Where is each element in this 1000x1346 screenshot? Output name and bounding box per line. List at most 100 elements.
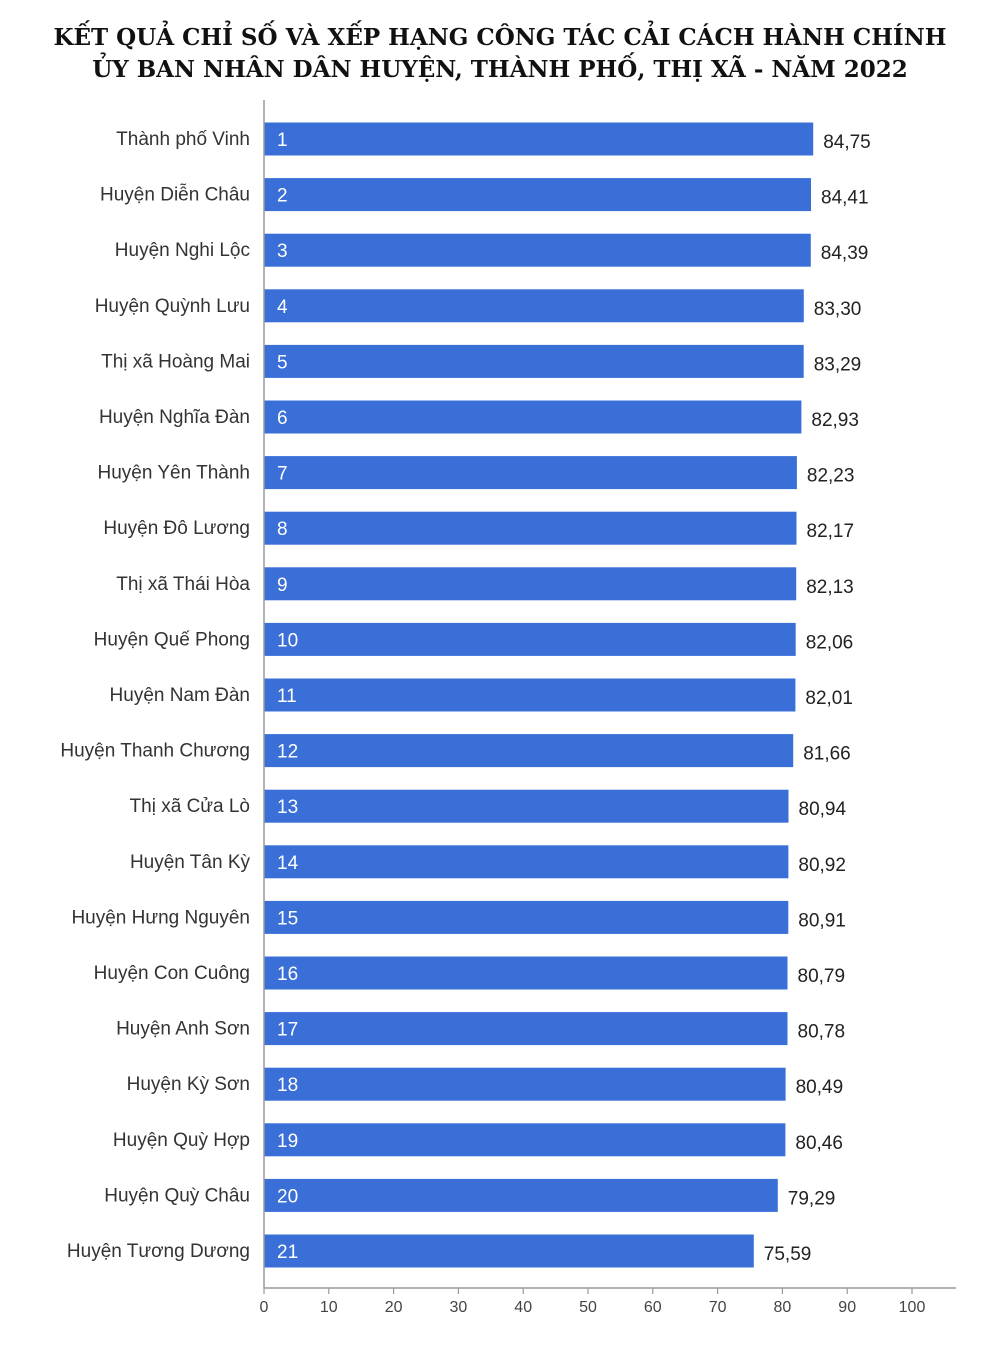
- rank-label: 3: [277, 241, 288, 262]
- chart-title-line-2: ỦY BAN NHÂN DÂN HUYỆN, THÀNH PHỐ, THỊ XÃ…: [92, 56, 908, 83]
- value-label: 80,46: [795, 1133, 843, 1154]
- bar: [264, 400, 802, 434]
- category-label: Huyện Diễn Châu: [100, 184, 250, 206]
- bar: [264, 1123, 786, 1157]
- rank-label: 7: [277, 464, 288, 485]
- bar: [264, 678, 796, 712]
- value-label: 82,06: [806, 632, 854, 653]
- category-label: Huyện Quỳ Hợp: [113, 1130, 250, 1151]
- bar: [264, 622, 796, 656]
- category-label: Huyện Tân Kỳ: [130, 852, 251, 873]
- rank-label: 16: [277, 964, 298, 985]
- value-label: 82,23: [807, 466, 855, 487]
- value-label: 81,66: [803, 744, 851, 765]
- category-label: Huyện Nghi Lộc: [115, 240, 250, 261]
- category-label: Huyện Nam Đàn: [110, 685, 250, 706]
- x-tick-label: 70: [709, 1299, 727, 1316]
- category-label: Thị xã Hoàng Mai: [101, 351, 250, 372]
- x-tick-label: 90: [838, 1299, 856, 1316]
- rank-label: 5: [277, 352, 288, 373]
- bar: [264, 956, 788, 990]
- category-label: Huyện Tương Dương: [67, 1241, 250, 1262]
- value-label: 80,92: [798, 855, 846, 876]
- bar: [264, 1178, 778, 1212]
- bar: [264, 734, 794, 768]
- rank-label: 20: [277, 1186, 298, 1207]
- category-label: Huyện Quế Phong: [94, 629, 250, 650]
- category-label: Huyện Đô Lương: [103, 518, 250, 539]
- bar: [264, 789, 789, 823]
- value-label: 79,29: [788, 1188, 836, 1209]
- axis-layer: 0 10 20 30 40 50 60 70 80 90 100: [260, 100, 956, 1316]
- chart-title-line-1: KẾT QUẢ CHỈ SỐ VÀ XẾP HẠNG CÔNG TÁC CẢI …: [53, 24, 947, 51]
- value-label: 80,49: [796, 1077, 844, 1098]
- category-label: Huyện Kỳ Sơn: [127, 1074, 250, 1095]
- value-label: 84,39: [821, 243, 869, 264]
- value-label: 80,79: [798, 966, 846, 987]
- category-label: Huyện Thanh Chương: [60, 741, 250, 762]
- rank-label: 8: [277, 519, 288, 540]
- value-label: 82,01: [805, 688, 853, 709]
- bar: [264, 289, 804, 323]
- category-label: Huyện Hưng Nguyên: [71, 907, 250, 928]
- bar: [264, 845, 789, 879]
- value-label: 84,41: [821, 188, 869, 209]
- value-label: 80,78: [798, 1022, 846, 1043]
- value-label: 83,30: [814, 299, 862, 320]
- rank-label: 4: [277, 297, 288, 318]
- x-tick-label: 80: [774, 1299, 792, 1316]
- category-label: Huyện Quỳ Châu: [104, 1185, 250, 1206]
- rank-label: 11: [277, 686, 297, 707]
- x-tick-label: 50: [579, 1299, 597, 1316]
- category-label: Huyện Yên Thành: [98, 463, 250, 484]
- category-label: Huyện Anh Sơn: [116, 1019, 250, 1040]
- rank-label: 19: [277, 1131, 298, 1152]
- category-label: Huyện Quỳnh Lưu: [95, 296, 250, 317]
- bar: [264, 511, 797, 545]
- x-tick-label: 0: [260, 1299, 269, 1316]
- value-label: 80,94: [799, 799, 847, 820]
- chart-title: KẾT QUẢ CHỈ SỐ VÀ XẾP HẠNG CÔNG TÁC CẢI …: [0, 22, 1000, 86]
- category-label: Huyện Nghĩa Đàn: [99, 407, 250, 428]
- category-label: Huyện Con Cuông: [94, 963, 250, 984]
- value-label: 82,17: [807, 521, 855, 542]
- rank-label: 2: [277, 186, 288, 207]
- category-label: Thị xã Thái Hòa: [116, 574, 250, 595]
- bar: [264, 567, 797, 601]
- rank-label: 15: [277, 908, 298, 929]
- value-label: 84,75: [823, 132, 871, 153]
- rank-label: 1: [277, 130, 288, 151]
- x-tick-label: 100: [899, 1299, 926, 1316]
- value-label: 80,91: [798, 910, 846, 931]
- bar: [264, 456, 797, 490]
- rank-label: 18: [277, 1075, 298, 1096]
- x-tick-label: 20: [385, 1299, 403, 1316]
- value-label: 82,13: [806, 577, 854, 598]
- bar: [264, 233, 811, 267]
- rank-label: 12: [277, 742, 298, 763]
- x-tick-label: 30: [450, 1299, 468, 1316]
- bar: [264, 1067, 786, 1101]
- bar: [264, 344, 804, 378]
- rank-label: 14: [277, 853, 299, 874]
- value-label: 82,93: [811, 410, 859, 431]
- category-label: Thành phố Vinh: [116, 129, 250, 150]
- rank-label: 6: [277, 408, 288, 429]
- rank-label: 10: [277, 630, 298, 651]
- value-label: 83,29: [814, 354, 862, 375]
- bar: [264, 178, 811, 212]
- x-tick-label: 10: [320, 1299, 338, 1316]
- value-label: 75,59: [764, 1244, 812, 1265]
- x-tick-label: 40: [514, 1299, 532, 1316]
- rank-label: 17: [277, 1020, 298, 1041]
- rank-label: 21: [277, 1242, 298, 1263]
- bar: [264, 900, 789, 934]
- bars-layer: 1 84,75 Thành phố Vinh 2 84,41 Huyện Diễn Châ…: [60, 122, 871, 1268]
- bar: [264, 122, 814, 156]
- category-label: Thị xã Cửa Lò: [130, 796, 250, 817]
- bar: [264, 1234, 754, 1268]
- rank-label: 9: [277, 575, 288, 596]
- rank-label: 13: [277, 797, 298, 818]
- x-tick-label: 60: [644, 1299, 662, 1316]
